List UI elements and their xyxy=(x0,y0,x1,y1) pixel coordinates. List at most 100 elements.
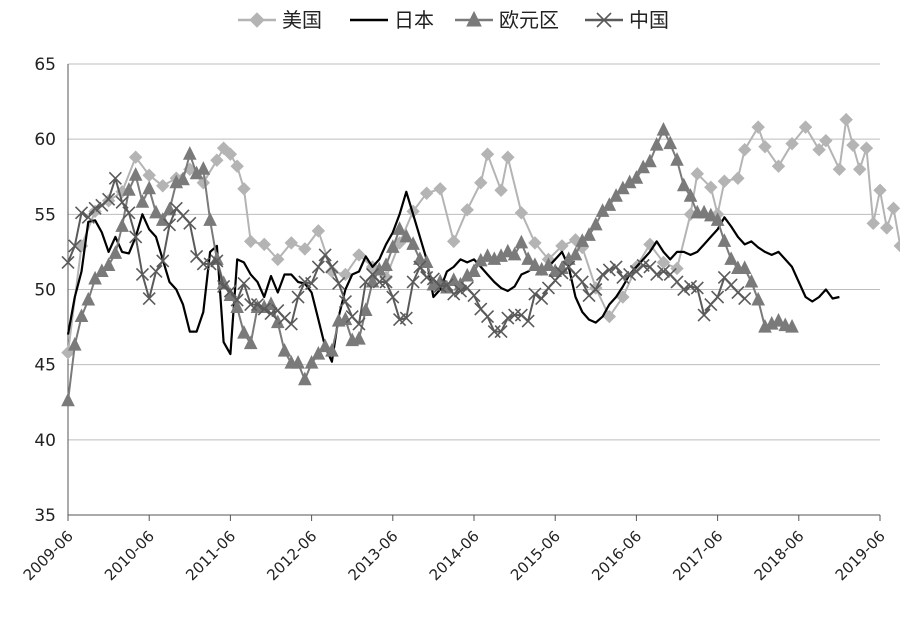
data-point xyxy=(74,206,89,220)
data-point xyxy=(243,234,258,249)
data-point xyxy=(196,161,211,175)
data-point xyxy=(243,335,258,350)
data-point xyxy=(710,212,725,226)
series-0 xyxy=(61,112,900,360)
y-tick-label: 65 xyxy=(34,55,56,75)
data-point xyxy=(88,270,102,285)
data-point xyxy=(528,287,542,301)
data-point xyxy=(129,230,143,244)
series-line xyxy=(66,190,840,363)
data-point xyxy=(413,260,427,274)
data-point xyxy=(61,255,75,270)
data-point xyxy=(386,290,400,304)
data-point xyxy=(128,167,143,181)
data-point xyxy=(162,218,177,232)
data-point xyxy=(494,183,508,197)
data-point xyxy=(203,257,217,271)
x-tick-labels: 2009-06 2010-06 2011-06 2012-06 2013-06 2014-… xyxy=(20,527,889,584)
data-point xyxy=(623,267,637,282)
data-point xyxy=(298,242,312,256)
data-point xyxy=(88,201,102,215)
data-point xyxy=(568,246,583,261)
legend-entry: 日本 xyxy=(350,8,434,32)
data-point xyxy=(697,204,711,219)
data-point xyxy=(494,325,508,339)
data-point xyxy=(866,216,880,231)
data-point xyxy=(122,182,136,196)
data-point xyxy=(203,212,217,226)
data-point xyxy=(697,308,711,322)
data-point xyxy=(731,171,745,185)
data-point xyxy=(392,221,407,235)
data-point xyxy=(683,188,698,202)
data-point xyxy=(135,194,150,208)
data-point xyxy=(149,204,163,219)
data-point xyxy=(582,227,596,241)
data-point xyxy=(413,251,427,265)
data-point xyxy=(216,141,231,155)
axes xyxy=(67,64,881,521)
legend-label: 欧元区 xyxy=(499,8,559,32)
data-point xyxy=(223,284,237,298)
data-point xyxy=(264,306,278,321)
series-lines xyxy=(61,112,900,407)
data-point xyxy=(480,147,495,161)
data-point xyxy=(156,179,170,193)
series-3 xyxy=(61,171,752,339)
x-tick-label: 2016-06 xyxy=(588,527,645,584)
data-point xyxy=(74,308,89,323)
data-point xyxy=(785,318,799,333)
data-point xyxy=(670,152,684,166)
data-point xyxy=(142,291,156,306)
data-point xyxy=(656,122,671,136)
data-point xyxy=(819,133,833,148)
data-point xyxy=(115,195,129,209)
data-point xyxy=(379,257,393,271)
data-point xyxy=(81,210,95,224)
data-point xyxy=(704,180,718,194)
data-point xyxy=(433,182,447,196)
data-point xyxy=(447,287,461,301)
data-point xyxy=(751,120,765,134)
data-point xyxy=(318,248,332,262)
data-point xyxy=(501,311,515,325)
data-point xyxy=(365,273,380,288)
data-point xyxy=(677,282,691,297)
data-point xyxy=(521,314,535,328)
data-point xyxy=(237,276,251,291)
data-point xyxy=(183,216,197,230)
data-point xyxy=(649,137,664,151)
data-point xyxy=(852,162,867,176)
data-point xyxy=(419,254,434,268)
data-point xyxy=(508,308,522,322)
data-point xyxy=(406,236,420,250)
legend-marker xyxy=(466,10,482,27)
data-point xyxy=(873,183,887,197)
x-tick-label: 2012-06 xyxy=(263,527,320,584)
data-point xyxy=(149,264,163,279)
data-point xyxy=(196,257,210,271)
data-point xyxy=(318,338,332,353)
data-point xyxy=(453,284,468,298)
legend-label: 美国 xyxy=(282,8,322,32)
legend-marker xyxy=(596,12,612,28)
data-point xyxy=(61,392,75,407)
data-point xyxy=(650,267,664,282)
data-point xyxy=(311,224,326,238)
data-point xyxy=(737,260,752,274)
data-point xyxy=(108,245,123,259)
data-point xyxy=(507,246,522,261)
data-point xyxy=(284,317,298,331)
data-point xyxy=(230,299,244,314)
series-2 xyxy=(61,122,799,407)
data-point xyxy=(609,188,623,202)
data-point xyxy=(135,267,149,282)
data-point xyxy=(501,150,515,164)
data-point xyxy=(602,197,617,211)
data-point xyxy=(737,142,752,157)
data-point xyxy=(575,275,589,289)
data-point xyxy=(108,171,122,185)
data-point xyxy=(704,207,718,222)
data-point xyxy=(717,174,732,188)
